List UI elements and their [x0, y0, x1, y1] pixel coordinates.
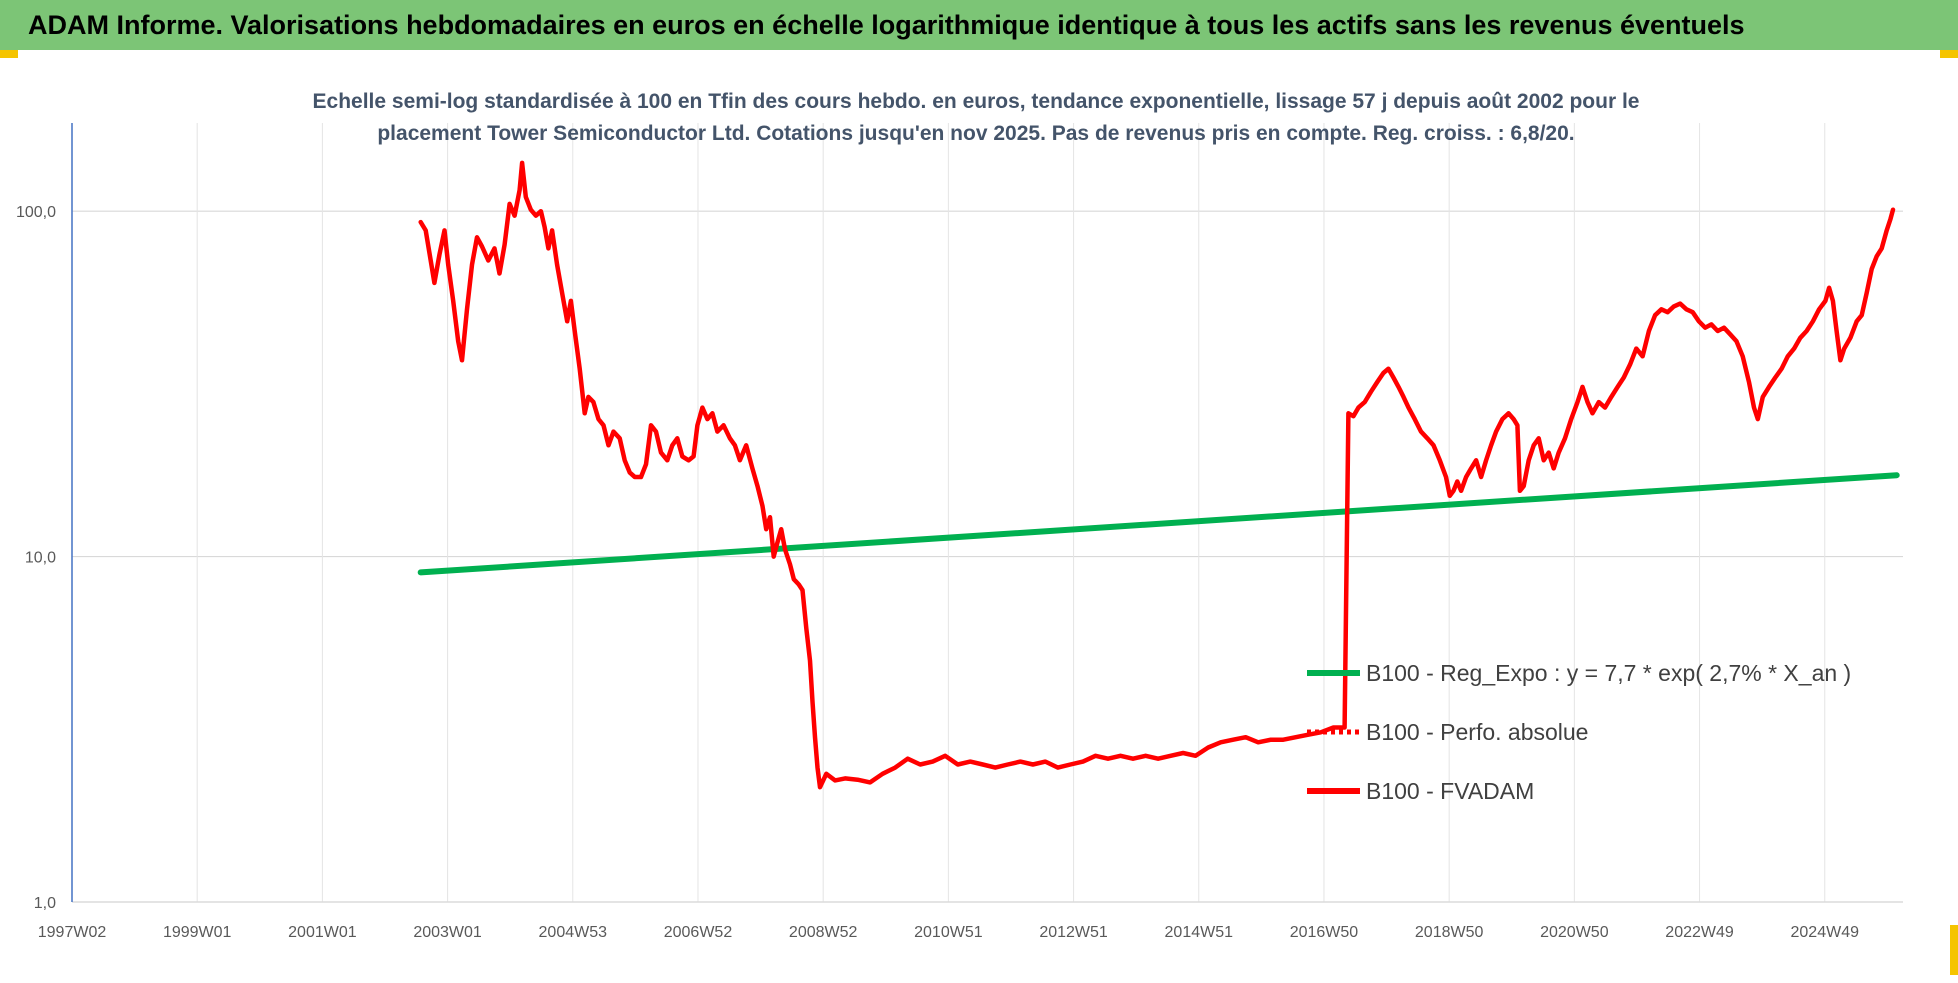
y-tick-label: 1,0: [34, 895, 56, 912]
x-tick-label: 2010W51: [914, 924, 983, 941]
x-tick-label: 2024W49: [1791, 924, 1860, 941]
y-tick-labels: 1,0 10,0 100,0: [16, 204, 56, 912]
x-tick-label: 2014W51: [1165, 924, 1234, 941]
chart-subtitle: Echelle semi-log standardisée à 100 en T…: [313, 90, 1640, 145]
legend-label-perfo-absolue: B100 - Perfo. absolue: [1366, 719, 1588, 745]
x-tick-label: 2008W52: [789, 924, 858, 941]
x-tick-label: 2016W50: [1290, 924, 1359, 941]
corner-marker-bottom-right: [1950, 925, 1958, 975]
x-tick-label: 1997W02: [38, 924, 107, 941]
series-line-fvadam: [418, 160, 1896, 790]
corner-marker-top-left: [0, 50, 18, 58]
legend-label-reg-expo: B100 - Reg_Expo : y = 7,7 * exp( 2,7% * …: [1366, 660, 1851, 686]
chart-frame: Echelle semi-log standardisée à 100 en T…: [0, 50, 1958, 983]
x-tick-label: 2001W01: [288, 924, 357, 941]
page-title: ADAM Informe. Valorisations hebdomadaire…: [28, 9, 1745, 40]
corner-marker-top-right: [1940, 50, 1958, 58]
series-layer: [417, 160, 1900, 790]
x-tick-labels: 1997W02 1999W01 2001W01 2003W01 2004W53 2006W…: [38, 924, 1859, 941]
x-tick-label: 2003W01: [413, 924, 482, 941]
x-tick-label: 2018W50: [1415, 924, 1484, 941]
x-tick-label: 1999W01: [163, 924, 232, 941]
legend-label-fvadam: B100 - FVADAM: [1366, 778, 1534, 804]
x-tick-label: 2020W50: [1540, 924, 1609, 941]
x-tick-label: 2022W49: [1665, 924, 1734, 941]
y-tick-label: 100,0: [16, 204, 56, 221]
chart-subtitle-line-1: Echelle semi-log standardisée à 100 en T…: [313, 90, 1640, 113]
grid: [71, 123, 1903, 903]
x-tick-label: 2006W52: [664, 924, 733, 941]
chart-svg: Echelle semi-log standardisée à 100 en T…: [16, 90, 1903, 941]
header-banner: ADAM Informe. Valorisations hebdomadaire…: [0, 0, 1958, 50]
series-line-reg-expo: [417, 472, 1900, 576]
chart-subtitle-line-2: placement Tower Semiconductor Ltd. Cotat…: [377, 122, 1574, 145]
y-tick-label: 10,0: [25, 550, 56, 567]
x-tick-label: 2012W51: [1039, 924, 1108, 941]
legend: B100 - Reg_Expo : y = 7,7 * exp( 2,7% * …: [1307, 660, 1851, 804]
x-tick-label: 2004W53: [539, 924, 608, 941]
